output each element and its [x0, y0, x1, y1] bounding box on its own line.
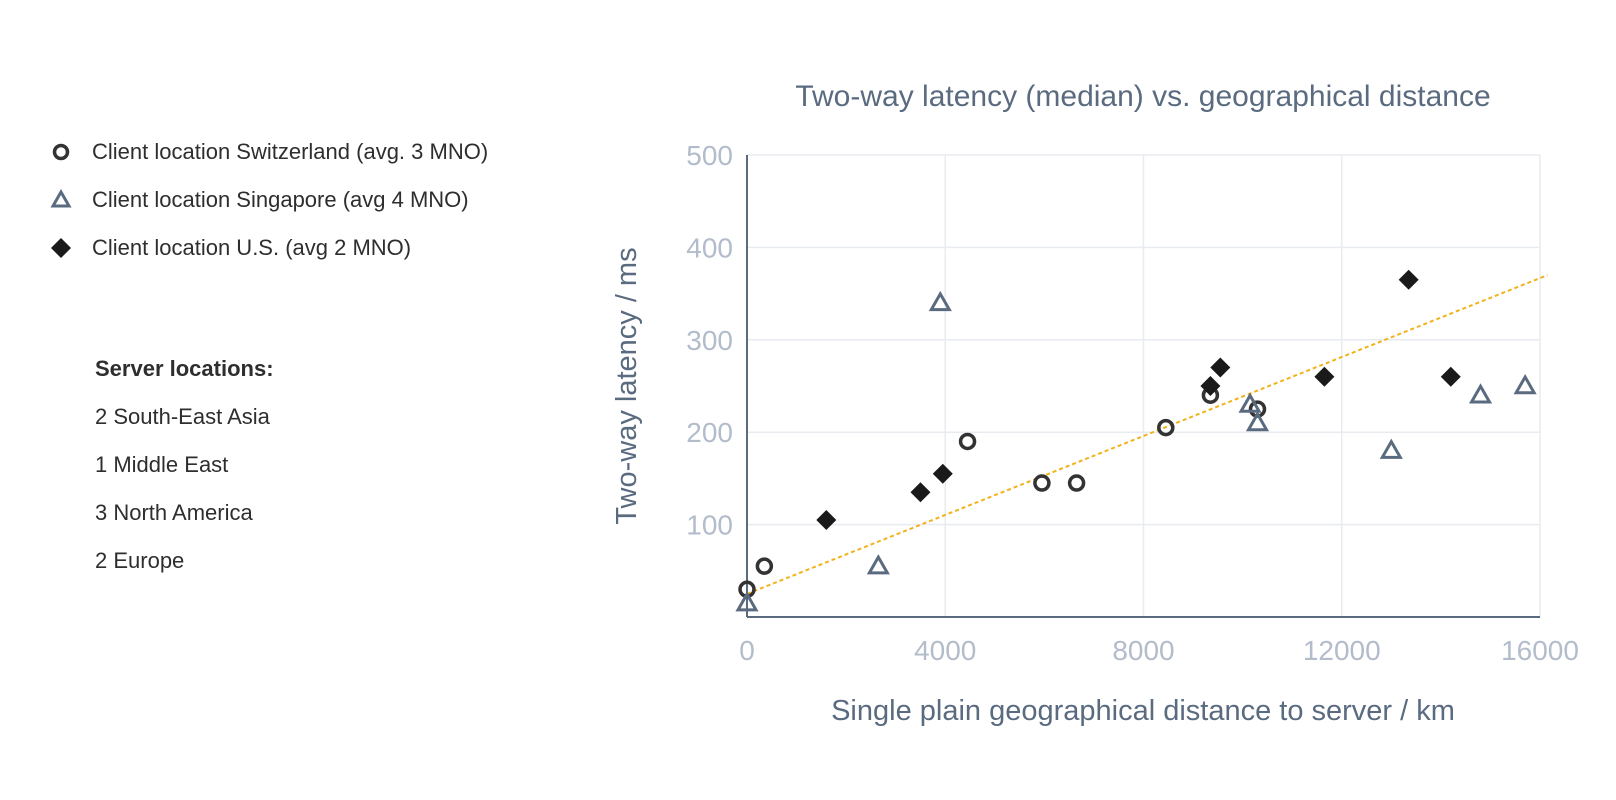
legend-label: Client location Singapore (avg 4 MNO) — [92, 187, 469, 212]
data-point-diamond — [910, 482, 931, 503]
data-point-diamond — [1200, 376, 1221, 396]
server-location-item: 2 Europe — [95, 548, 185, 573]
server-locations: Server locations: 2 South-East Asia 1 Mi… — [95, 358, 274, 598]
legend-item-singapore: Client location Singapore (avg 4 MNO) — [50, 176, 488, 224]
data-point-circle — [755, 557, 774, 575]
data-point-diamond — [1210, 357, 1231, 378]
server-location-item: 3 North America — [95, 500, 253, 525]
data-point-circle — [958, 432, 977, 451]
y-tick-label: 300 — [686, 325, 733, 356]
data-points — [735, 269, 1537, 612]
data-point-diamond — [1440, 366, 1461, 387]
data-point-diamond — [1398, 269, 1419, 290]
data-point-diamond — [932, 463, 953, 484]
data-point-triangle — [866, 554, 890, 575]
x-tick-label: 0 — [739, 635, 755, 666]
legend-item-us: Client location U.S. (avg 2 MNO) — [50, 224, 488, 272]
data-point-circle — [1033, 474, 1051, 492]
x-tick-label: 16000 — [1501, 635, 1579, 666]
diamond-marker-icon — [51, 238, 71, 258]
grid — [747, 154, 1541, 617]
data-point-diamond — [1314, 366, 1335, 387]
y-tick-label: 400 — [686, 232, 733, 263]
trendline — [746, 274, 1548, 595]
y-tick-label: 200 — [686, 417, 733, 448]
y-tick-label: 500 — [686, 140, 733, 171]
data-point-diamond — [816, 509, 837, 530]
legend-label: Client location Switzerland (avg. 3 MNO) — [92, 139, 489, 164]
data-point-circle — [1067, 474, 1086, 492]
server-location-item: 1 Middle East — [95, 452, 229, 477]
x-tick-labels: 0 4000 8000 12000 16000 — [739, 635, 1579, 666]
y-tick-label: 100 — [686, 510, 733, 541]
data-point-triangle — [1238, 392, 1262, 413]
server-locations-title: Server locations: — [95, 356, 274, 381]
x-tick-label: 12000 — [1303, 635, 1381, 666]
legend-item-switzerland: Client location Switzerland (avg. 3 MNO) — [50, 128, 488, 176]
data-point-triangle — [928, 290, 952, 312]
legend: Client location Switzerland (avg. 3 MNO)… — [50, 128, 488, 272]
circle-marker-icon — [52, 143, 70, 161]
data-point-triangle — [1245, 410, 1270, 432]
y-axis-label: Two-way latency / ms — [611, 247, 643, 524]
chart-title: Two-way latency (median) vs. geographica… — [795, 80, 1490, 113]
x-tick-label: 8000 — [1112, 635, 1174, 666]
triangle-marker-icon — [50, 189, 72, 208]
data-point-triangle — [735, 591, 759, 612]
x-axis-label: Single plain geographical distance to se… — [831, 695, 1455, 727]
data-point-triangle — [1468, 383, 1493, 404]
server-location-item: 2 South-East Asia — [95, 404, 270, 429]
data-point-triangle — [1379, 438, 1403, 459]
x-tick-label: 4000 — [914, 635, 976, 666]
data-point-circle — [1157, 418, 1175, 437]
y-tick-labels: 100 200 300 400 500 — [686, 140, 733, 541]
data-point-triangle — [1513, 373, 1537, 395]
legend-label: Client location U.S. (avg 2 MNO) — [92, 235, 412, 260]
